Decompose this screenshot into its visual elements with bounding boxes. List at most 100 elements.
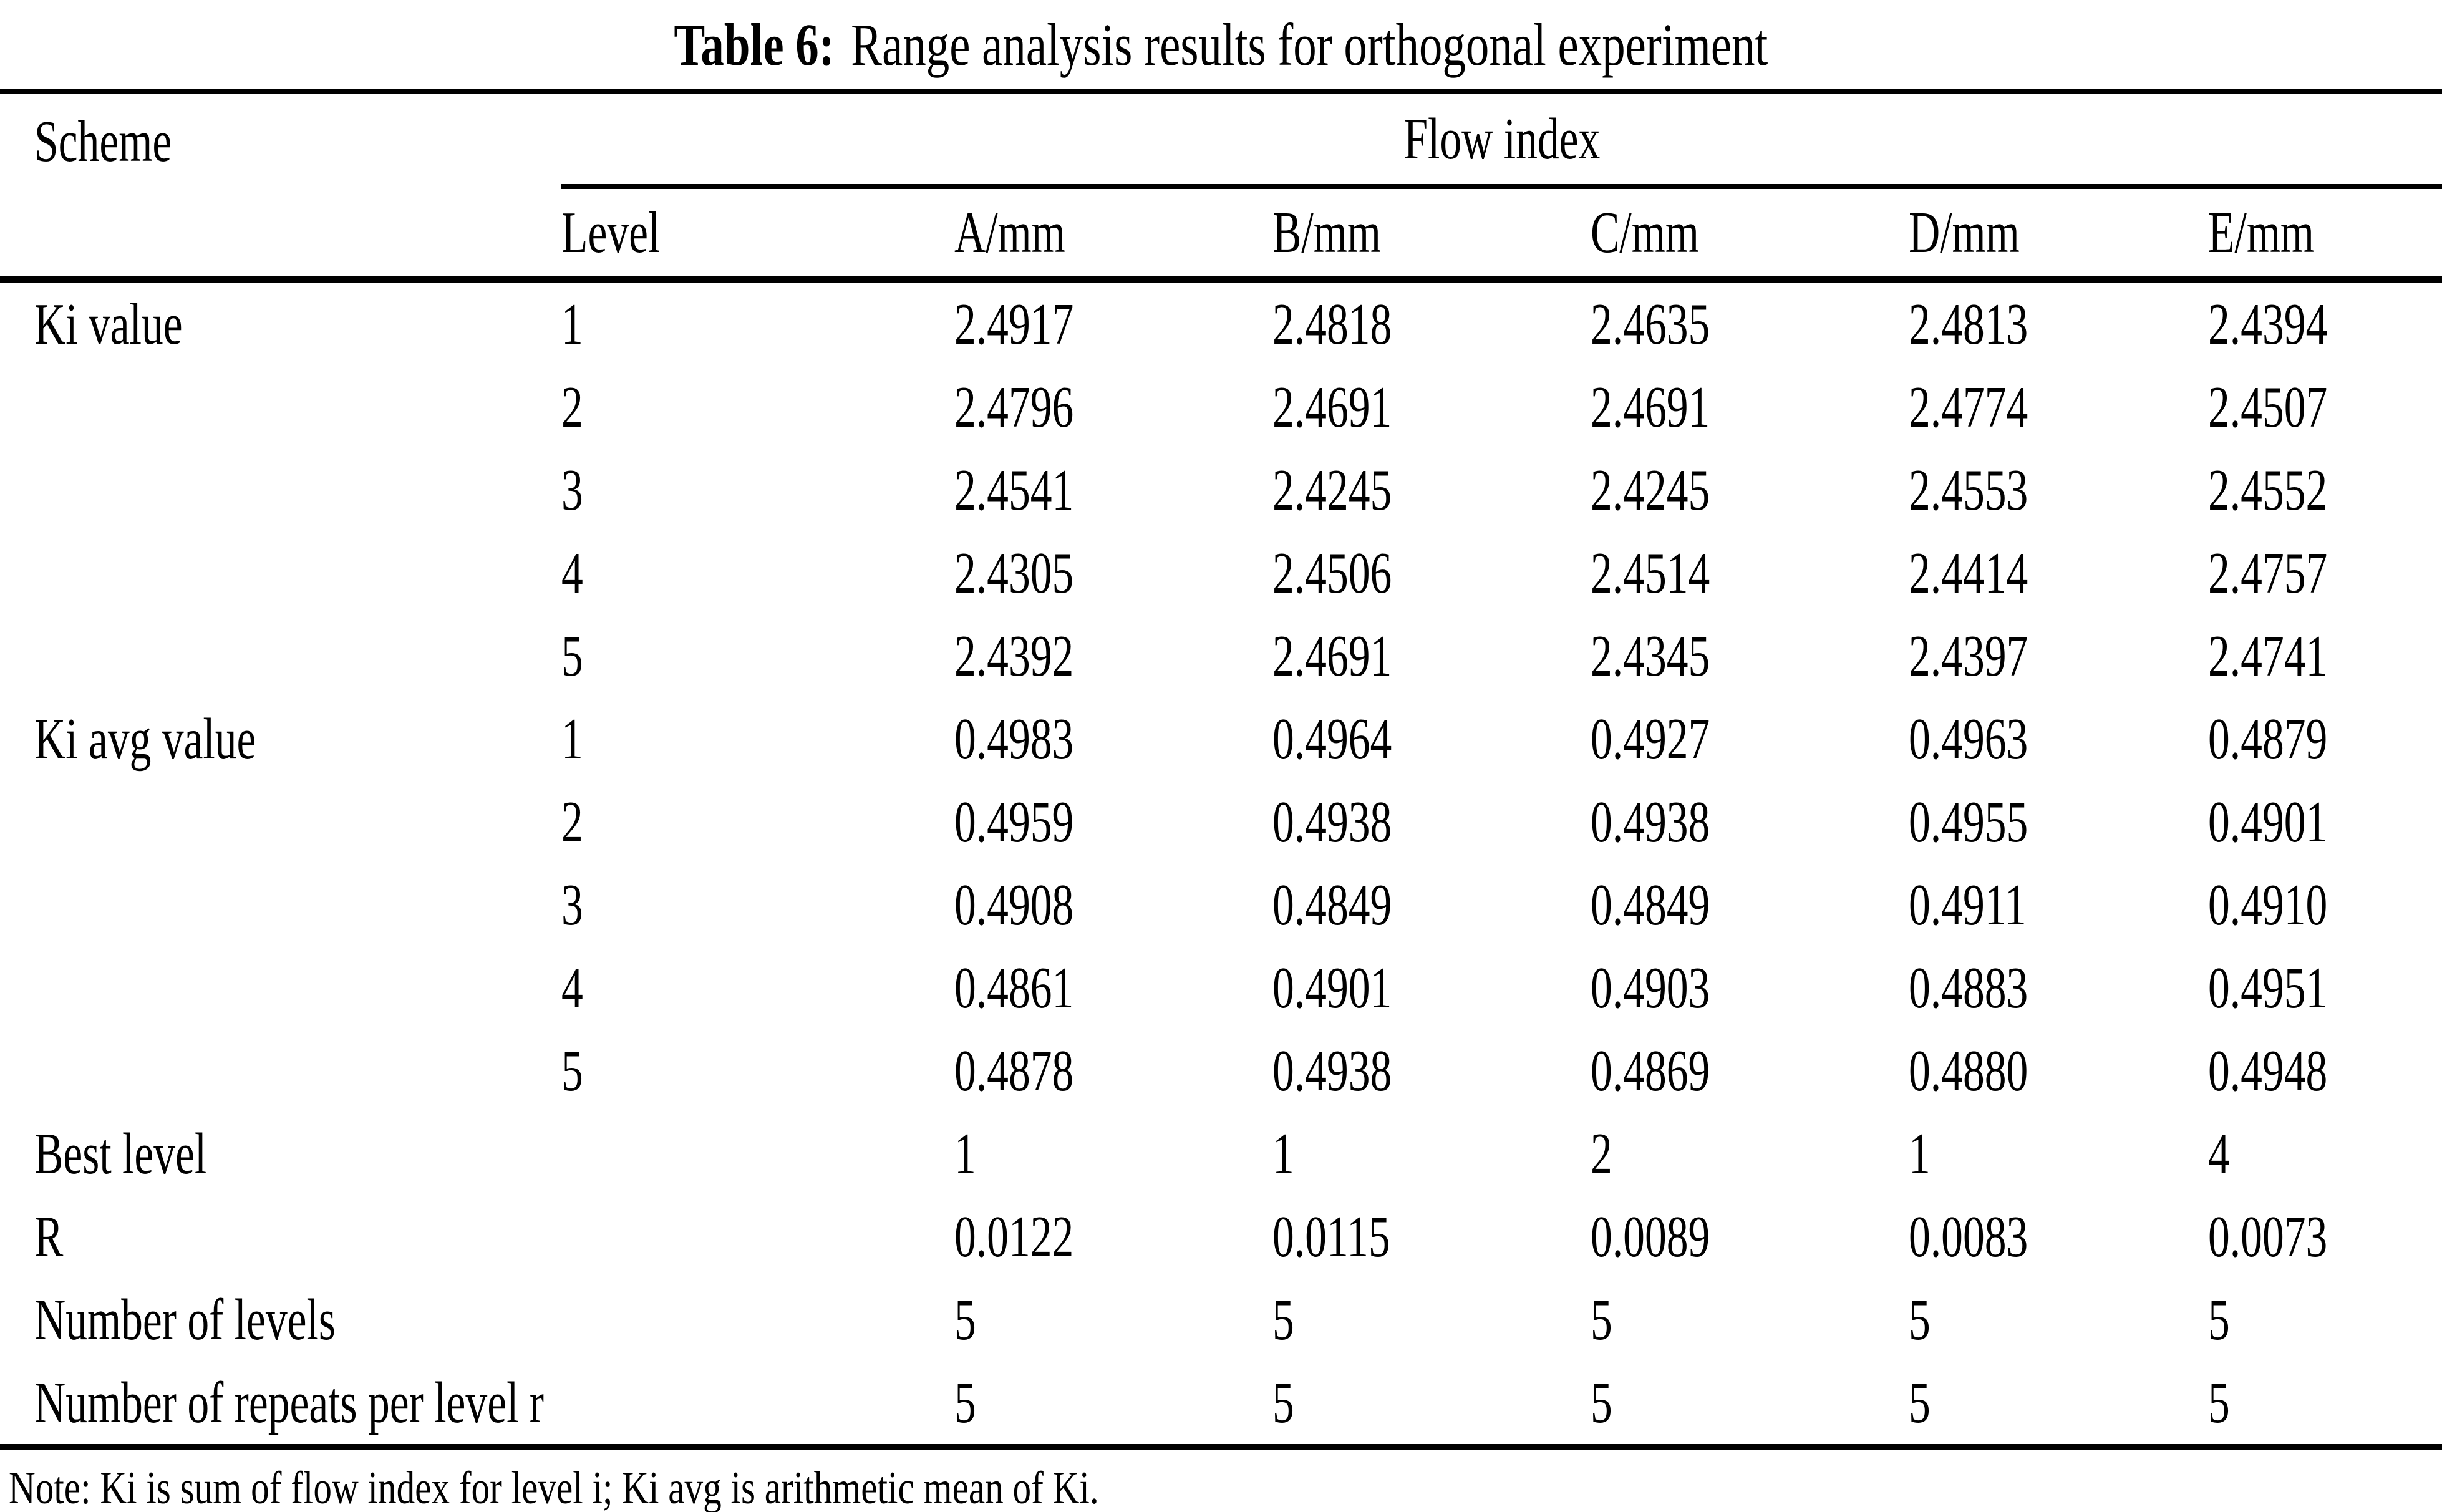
row-label [0, 863, 561, 946]
row-label: Ki avg value [34, 706, 256, 772]
row-label: Number of levels [34, 1287, 336, 1352]
value-cell-e: 0.4910 [2208, 872, 2328, 938]
column-header-c: C/mm [1591, 200, 1699, 265]
table-body: Ki value 1 2.4917 2.4818 2.4635 2.4813 2.4394 2… [0, 283, 2442, 1450]
value-cell-a: 0.4983 [954, 706, 1074, 772]
value-cell-d: 0.4911 [1909, 872, 2027, 938]
level-cell [561, 1361, 954, 1444]
level-cell: 5 [561, 1038, 583, 1103]
value-cell-c: 0.4938 [1591, 789, 1710, 855]
row-label [0, 448, 561, 531]
value-cell-c: 5 [1591, 1370, 1612, 1435]
value-cell-e: 2.4741 [2208, 623, 2328, 689]
value-cell-a: 0.4959 [954, 789, 1074, 855]
value-cell-a: 5 [954, 1370, 976, 1435]
level-cell [561, 1278, 954, 1361]
row-label: Ki value [34, 291, 183, 357]
value-cell-e: 2.4552 [2208, 457, 2328, 523]
value-cell-d: 0.4883 [1909, 955, 2028, 1020]
value-cell-e: 2.4507 [2208, 374, 2328, 440]
value-cell-e: 0.4879 [2208, 706, 2328, 772]
value-cell-a: 2.4305 [954, 540, 1074, 606]
value-cell-e: 0.0073 [2208, 1204, 2328, 1269]
value-cell-a: 2.4796 [954, 374, 1074, 440]
value-cell-a: 2.4392 [954, 623, 1074, 689]
value-cell-e: 2.4394 [2208, 291, 2328, 357]
column-header-a: A/mm [954, 200, 1065, 265]
scheme-header-label: Scheme [34, 109, 172, 174]
table-note-text: Note: Ki is sum of flow index for level … [9, 1463, 1099, 1512]
value-cell-b: 0.4901 [1272, 955, 1392, 1020]
value-cell-d: 5 [1909, 1287, 1931, 1352]
level-cell: 5 [561, 623, 583, 689]
value-cell-c: 0.4927 [1591, 706, 1710, 772]
row-label: R [34, 1204, 64, 1269]
level-cell: 3 [561, 457, 583, 523]
value-cell-b: 2.4818 [1272, 291, 1392, 357]
value-cell-b: 1 [1272, 1121, 1294, 1186]
value-cell-d: 0.0083 [1909, 1204, 2028, 1269]
level-cell [561, 1195, 954, 1278]
value-cell-a: 0.4861 [954, 955, 1074, 1020]
table-note: Note: Ki is sum of flow index for level … [0, 1450, 2442, 1512]
row-label [0, 531, 561, 614]
table-number-label: Table 6: [674, 11, 835, 78]
row-label [0, 946, 561, 1029]
row-label [0, 1029, 561, 1112]
level-cell: 1 [561, 706, 583, 772]
value-cell-b: 5 [1272, 1287, 1294, 1352]
row-label: Number of repeats per level r [34, 1370, 544, 1435]
level-cell: 4 [561, 540, 583, 606]
level-cell [561, 1112, 954, 1195]
value-cell-a: 5 [954, 1287, 976, 1352]
level-cell: 4 [561, 955, 583, 1020]
value-cell-c: 2.4245 [1591, 457, 1710, 523]
value-cell-b: 0.4849 [1272, 872, 1392, 938]
value-cell-a: 0.4878 [954, 1038, 1074, 1103]
value-cell-b: 0.4938 [1272, 1038, 1392, 1103]
value-cell-c: 0.0089 [1591, 1204, 1710, 1269]
value-cell-d: 5 [1909, 1370, 1931, 1435]
level-cell: 1 [561, 291, 583, 357]
column-header-d: D/mm [1909, 200, 2020, 265]
level-cell: 2 [561, 374, 583, 440]
value-cell-d: 1 [1909, 1121, 1931, 1186]
value-cell-e: 5 [2208, 1287, 2230, 1352]
value-cell-e: 4 [2208, 1121, 2230, 1186]
value-cell-b: 2.4245 [1272, 457, 1392, 523]
row-label [0, 366, 561, 448]
value-cell-c: 2 [1591, 1121, 1612, 1186]
column-header-b: B/mm [1272, 200, 1381, 265]
value-cell-a: 0.0122 [954, 1204, 1074, 1269]
value-cell-c: 0.4903 [1591, 955, 1710, 1020]
value-cell-e: 0.4951 [2208, 955, 2328, 1020]
value-cell-a: 2.4541 [954, 457, 1074, 523]
value-cell-c: 0.4849 [1591, 872, 1710, 938]
table-header: Scheme Flow index Level A/mm B/mm C/mm D… [0, 89, 2442, 283]
value-cell-c: 0.4869 [1591, 1038, 1710, 1103]
table-title: Table 6: Range analysis results for ortho… [0, 0, 2442, 89]
value-cell-e: 5 [2208, 1370, 2230, 1435]
value-cell-b: 5 [1272, 1370, 1294, 1435]
value-cell-d: 2.4813 [1909, 291, 2028, 357]
table-caption: Range analysis results for orthogonal ex… [851, 11, 1768, 78]
flow-index-group-header: Flow index [561, 94, 2442, 189]
value-cell-a: 1 [954, 1121, 976, 1186]
column-header-e: E/mm [2208, 200, 2315, 265]
value-cell-c: 2.4345 [1591, 623, 1710, 689]
value-cell-d: 2.4414 [1909, 540, 2028, 606]
value-cell-c: 2.4635 [1591, 291, 1710, 357]
value-cell-c: 5 [1591, 1287, 1612, 1352]
value-cell-d: 2.4774 [1909, 374, 2028, 440]
scheme-column-header: Scheme [0, 94, 561, 189]
value-cell-c: 2.4691 [1591, 374, 1710, 440]
value-cell-b: 2.4691 [1272, 374, 1392, 440]
level-cell: 3 [561, 872, 583, 938]
value-cell-d: 0.4963 [1909, 706, 2028, 772]
value-cell-e: 0.4901 [2208, 789, 2328, 855]
value-cell-d: 2.4397 [1909, 623, 2028, 689]
value-cell-e: 2.4757 [2208, 540, 2328, 606]
column-header-level: Level [561, 200, 661, 265]
value-cell-b: 0.4938 [1272, 789, 1392, 855]
